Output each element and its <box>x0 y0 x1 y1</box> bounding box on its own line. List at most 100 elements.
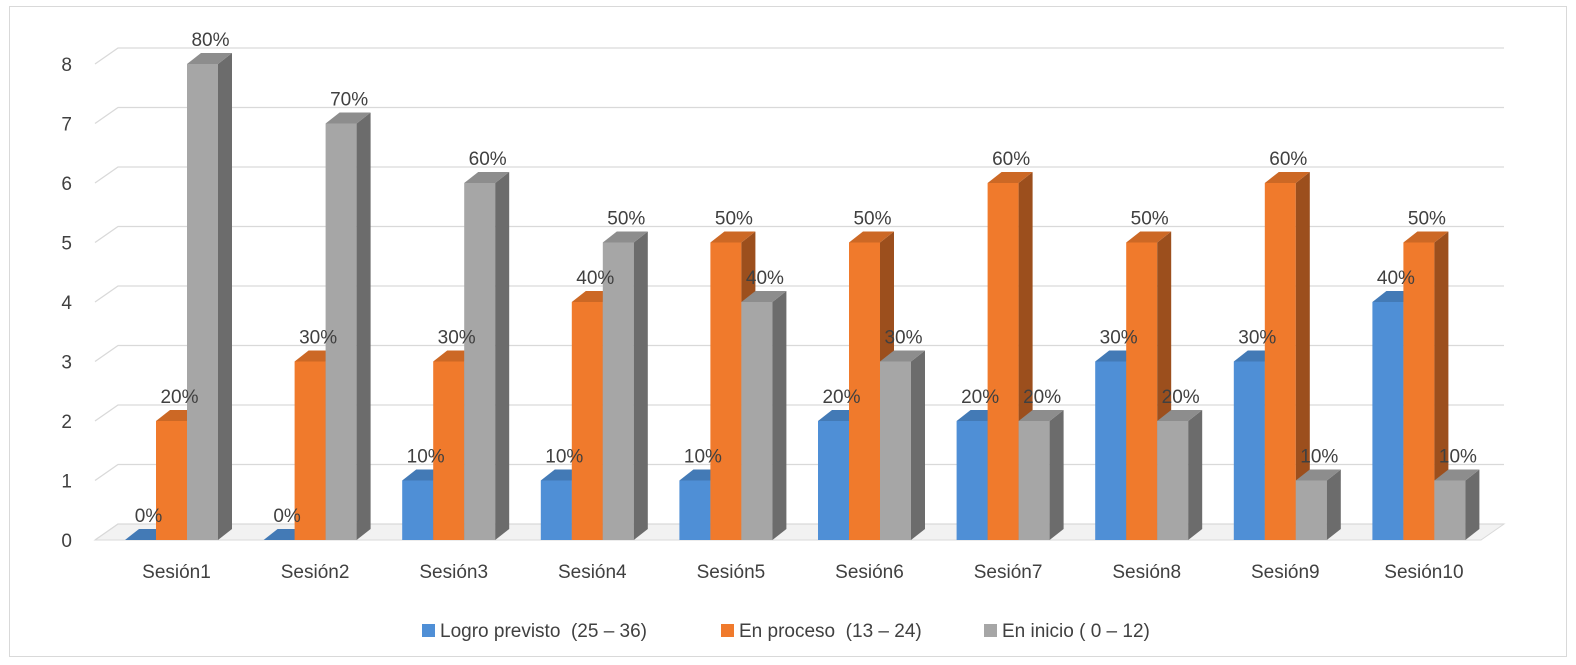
bar-side <box>911 350 925 540</box>
bar <box>880 350 925 540</box>
bar-front <box>1403 242 1435 540</box>
data-label: 50% <box>715 209 753 230</box>
x-tick-label: Sesión10 <box>1384 562 1463 583</box>
legend-label: Logro previsto (25 – 36) <box>440 621 647 642</box>
x-tick-label: Sesión9 <box>1251 562 1320 583</box>
bar-top <box>987 172 1033 183</box>
bar-front <box>1295 480 1327 540</box>
data-label: 50% <box>607 209 645 230</box>
bar-front <box>602 242 634 540</box>
bar-top <box>1264 172 1310 183</box>
bar-front <box>1264 183 1296 540</box>
x-tick-label: Sesión7 <box>974 562 1043 583</box>
gridline <box>94 404 1504 422</box>
bar-top <box>849 231 894 243</box>
bar-front <box>464 183 496 540</box>
bar-front <box>1434 480 1466 540</box>
bar <box>1157 410 1203 540</box>
bar-front <box>849 242 880 540</box>
data-label: 20% <box>822 387 860 408</box>
data-label: 60% <box>1269 149 1307 170</box>
data-label: 80% <box>191 30 229 51</box>
data-label: 50% <box>1131 209 1169 230</box>
bar <box>1018 410 1064 540</box>
y-tick-label: 4 <box>61 293 72 314</box>
bar-front <box>956 421 988 540</box>
bar-top <box>325 112 371 124</box>
bar-side <box>356 112 371 540</box>
bar <box>602 231 648 540</box>
bar <box>325 112 371 540</box>
data-label: 50% <box>853 209 891 230</box>
data-label: 0% <box>135 506 163 527</box>
y-tick-label: 3 <box>61 353 72 374</box>
bar <box>464 172 510 540</box>
bar-side <box>633 231 648 540</box>
data-label: 30% <box>1238 328 1276 349</box>
x-tick-label: Sesión4 <box>558 562 627 583</box>
data-label: 70% <box>330 90 368 111</box>
gridline <box>94 106 1504 125</box>
bar-top <box>710 231 756 243</box>
y-tick-label: 0 <box>61 531 72 552</box>
data-label: 10% <box>545 447 583 468</box>
data-label: 40% <box>1377 268 1415 289</box>
legend-swatch <box>422 624 435 637</box>
bar-side <box>1049 410 1064 540</box>
bar-front <box>679 480 711 540</box>
bar-front <box>987 183 1019 540</box>
data-label: 40% <box>576 268 614 289</box>
data-label: 30% <box>1100 328 1138 349</box>
data-label: 30% <box>884 328 922 349</box>
legend-swatch <box>721 624 734 637</box>
bar <box>741 291 787 540</box>
data-label: 30% <box>438 328 476 349</box>
bar-front <box>433 361 465 540</box>
bar-side <box>1295 172 1310 540</box>
data-label: 60% <box>469 149 507 170</box>
bar-front <box>818 421 849 540</box>
gridline <box>94 47 1504 65</box>
bar <box>1434 469 1480 540</box>
bar-top <box>1126 231 1172 243</box>
data-label: 20% <box>1162 387 1200 408</box>
data-label: 10% <box>684 447 722 468</box>
bar-front <box>156 421 187 540</box>
bar <box>1295 469 1341 540</box>
data-label: 40% <box>746 268 784 289</box>
bar-top <box>602 231 648 243</box>
x-tick-label: Sesión2 <box>281 562 350 583</box>
data-label: 20% <box>160 387 198 408</box>
bar-side <box>1465 469 1480 540</box>
data-label: 50% <box>1408 209 1446 230</box>
bar-front <box>294 361 326 540</box>
legend-swatch <box>984 624 997 637</box>
bar-top <box>464 172 510 183</box>
bar-top <box>1403 231 1449 243</box>
bar <box>1403 231 1449 540</box>
bar-top <box>1434 469 1480 481</box>
bar-top <box>741 291 787 302</box>
gridline <box>94 344 1504 363</box>
y-axis: 0 1 2 3 4 5 6 7 8 <box>61 55 72 552</box>
bar-front <box>1372 302 1404 540</box>
x-axis: Sesión1 Sesión2 Sesión3 Sesión4 Sesión5 Sesió… <box>142 562 1463 583</box>
bar-front <box>880 361 911 540</box>
bar-top <box>1295 469 1341 481</box>
bar-side <box>1434 231 1449 540</box>
bar-top <box>1018 410 1064 421</box>
bar-front <box>1126 242 1158 540</box>
data-label: 10% <box>1300 447 1338 468</box>
bars <box>125 53 1480 540</box>
gridline <box>94 285 1504 303</box>
bar-front <box>741 302 773 540</box>
y-tick-label: 7 <box>61 115 72 136</box>
data-label: 10% <box>407 447 445 468</box>
bar-side <box>218 53 232 540</box>
data-label: 30% <box>299 328 337 349</box>
y-tick-label: 6 <box>61 174 72 195</box>
x-tick-label: Sesión8 <box>1112 562 1181 583</box>
bar-side <box>1326 469 1341 540</box>
bar-front <box>1018 421 1050 540</box>
